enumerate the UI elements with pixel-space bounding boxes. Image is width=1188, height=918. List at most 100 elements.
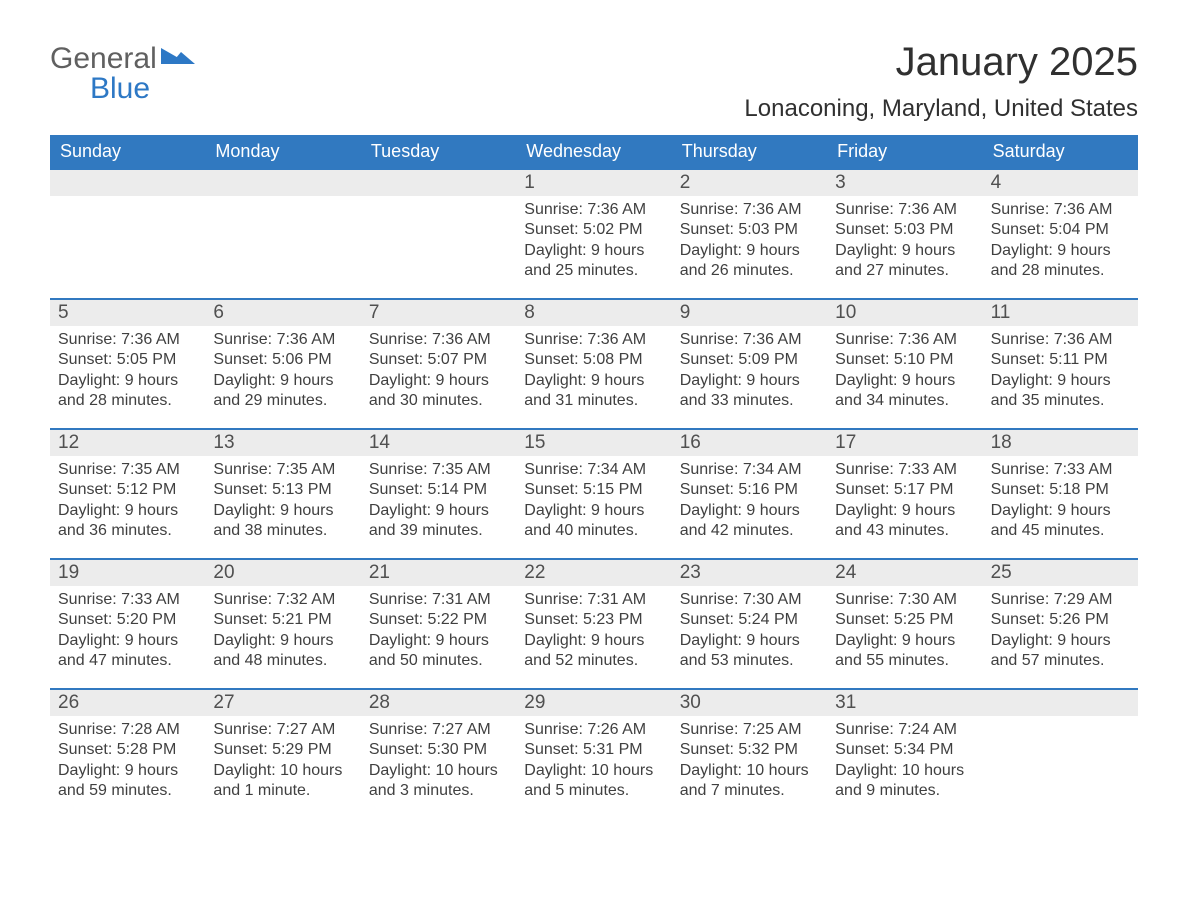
day-number: 9 — [672, 300, 827, 326]
day-cell: 10Sunrise: 7:36 AMSunset: 5:10 PMDayligh… — [827, 300, 982, 428]
day-number — [361, 170, 516, 196]
dow-cell: Saturday — [983, 135, 1138, 168]
daylight-line2: and 35 minutes. — [991, 391, 1130, 411]
sunset-text: Sunset: 5:25 PM — [835, 610, 974, 630]
sunset-text: Sunset: 5:34 PM — [835, 740, 974, 760]
sunset-text: Sunset: 5:02 PM — [524, 220, 663, 240]
day-cell: 13Sunrise: 7:35 AMSunset: 5:13 PMDayligh… — [205, 430, 360, 558]
day-body: Sunrise: 7:36 AMSunset: 5:04 PMDaylight:… — [983, 196, 1138, 290]
daylight-line2: and 39 minutes. — [369, 521, 508, 541]
day-cell: 24Sunrise: 7:30 AMSunset: 5:25 PMDayligh… — [827, 560, 982, 688]
day-number: 1 — [516, 170, 671, 196]
day-number: 19 — [50, 560, 205, 586]
title-block: January 2025 Lonaconing, Maryland, Unite… — [744, 40, 1138, 123]
day-cell: 1Sunrise: 7:36 AMSunset: 5:02 PMDaylight… — [516, 170, 671, 298]
sunset-text: Sunset: 5:16 PM — [680, 480, 819, 500]
day-number: 16 — [672, 430, 827, 456]
daylight-line2: and 5 minutes. — [524, 781, 663, 801]
day-body: Sunrise: 7:27 AMSunset: 5:29 PMDaylight:… — [205, 716, 360, 810]
sunset-text: Sunset: 5:29 PM — [213, 740, 352, 760]
day-cell: 21Sunrise: 7:31 AMSunset: 5:22 PMDayligh… — [361, 560, 516, 688]
dow-cell: Thursday — [672, 135, 827, 168]
sunset-text: Sunset: 5:03 PM — [680, 220, 819, 240]
day-number — [50, 170, 205, 196]
day-cell: 19Sunrise: 7:33 AMSunset: 5:20 PMDayligh… — [50, 560, 205, 688]
day-cell: 4Sunrise: 7:36 AMSunset: 5:04 PMDaylight… — [983, 170, 1138, 298]
day-body: Sunrise: 7:36 AMSunset: 5:02 PMDaylight:… — [516, 196, 671, 290]
sunrise-text: Sunrise: 7:36 AM — [369, 330, 508, 350]
sunset-text: Sunset: 5:11 PM — [991, 350, 1130, 370]
daylight-line2: and 45 minutes. — [991, 521, 1130, 541]
daylight-line2: and 52 minutes. — [524, 651, 663, 671]
daylight-line2: and 26 minutes. — [680, 261, 819, 281]
day-number: 30 — [672, 690, 827, 716]
week-row: 26Sunrise: 7:28 AMSunset: 5:28 PMDayligh… — [50, 688, 1138, 818]
daylight-line2: and 36 minutes. — [58, 521, 197, 541]
daylight-line1: Daylight: 9 hours — [680, 501, 819, 521]
header: General Blue January 2025 Lonaconing, Ma… — [50, 40, 1138, 123]
day-body: Sunrise: 7:28 AMSunset: 5:28 PMDaylight:… — [50, 716, 205, 810]
daylight-line1: Daylight: 9 hours — [835, 241, 974, 261]
day-cell: 27Sunrise: 7:27 AMSunset: 5:29 PMDayligh… — [205, 690, 360, 818]
daylight-line1: Daylight: 9 hours — [835, 631, 974, 651]
sunset-text: Sunset: 5:15 PM — [524, 480, 663, 500]
day-body: Sunrise: 7:36 AMSunset: 5:05 PMDaylight:… — [50, 326, 205, 420]
sunset-text: Sunset: 5:06 PM — [213, 350, 352, 370]
sunrise-text: Sunrise: 7:31 AM — [369, 590, 508, 610]
daylight-line1: Daylight: 9 hours — [58, 501, 197, 521]
location-label: Lonaconing, Maryland, United States — [744, 95, 1138, 123]
daylight-line2: and 38 minutes. — [213, 521, 352, 541]
sunset-text: Sunset: 5:26 PM — [991, 610, 1130, 630]
sunset-text: Sunset: 5:20 PM — [58, 610, 197, 630]
day-cell: 6Sunrise: 7:36 AMSunset: 5:06 PMDaylight… — [205, 300, 360, 428]
day-body: Sunrise: 7:26 AMSunset: 5:31 PMDaylight:… — [516, 716, 671, 810]
day-body: Sunrise: 7:32 AMSunset: 5:21 PMDaylight:… — [205, 586, 360, 680]
daylight-line1: Daylight: 10 hours — [680, 761, 819, 781]
dow-cell: Monday — [205, 135, 360, 168]
day-body: Sunrise: 7:35 AMSunset: 5:13 PMDaylight:… — [205, 456, 360, 550]
sunrise-text: Sunrise: 7:36 AM — [680, 330, 819, 350]
day-body: Sunrise: 7:33 AMSunset: 5:17 PMDaylight:… — [827, 456, 982, 550]
day-number: 20 — [205, 560, 360, 586]
daylight-line2: and 55 minutes. — [835, 651, 974, 671]
sunset-text: Sunset: 5:09 PM — [680, 350, 819, 370]
day-number: 17 — [827, 430, 982, 456]
day-number: 22 — [516, 560, 671, 586]
day-body: Sunrise: 7:35 AMSunset: 5:14 PMDaylight:… — [361, 456, 516, 550]
day-cell: 5Sunrise: 7:36 AMSunset: 5:05 PMDaylight… — [50, 300, 205, 428]
sunrise-text: Sunrise: 7:33 AM — [991, 460, 1130, 480]
dow-cell: Wednesday — [516, 135, 671, 168]
day-number: 5 — [50, 300, 205, 326]
sunrise-text: Sunrise: 7:33 AM — [835, 460, 974, 480]
sunset-text: Sunset: 5:30 PM — [369, 740, 508, 760]
day-cell — [50, 170, 205, 298]
daylight-line2: and 29 minutes. — [213, 391, 352, 411]
day-body: Sunrise: 7:29 AMSunset: 5:26 PMDaylight:… — [983, 586, 1138, 680]
week-row: 5Sunrise: 7:36 AMSunset: 5:05 PMDaylight… — [50, 298, 1138, 428]
day-cell: 16Sunrise: 7:34 AMSunset: 5:16 PMDayligh… — [672, 430, 827, 558]
daylight-line1: Daylight: 9 hours — [524, 241, 663, 261]
day-number: 23 — [672, 560, 827, 586]
sunset-text: Sunset: 5:17 PM — [835, 480, 974, 500]
daylight-line1: Daylight: 9 hours — [680, 241, 819, 261]
day-body: Sunrise: 7:34 AMSunset: 5:15 PMDaylight:… — [516, 456, 671, 550]
day-number: 4 — [983, 170, 1138, 196]
day-cell: 17Sunrise: 7:33 AMSunset: 5:17 PMDayligh… — [827, 430, 982, 558]
daylight-line2: and 28 minutes. — [991, 261, 1130, 281]
flag-icon — [161, 44, 195, 74]
day-body: Sunrise: 7:36 AMSunset: 5:11 PMDaylight:… — [983, 326, 1138, 420]
daylight-line2: and 25 minutes. — [524, 261, 663, 281]
sunrise-text: Sunrise: 7:36 AM — [524, 330, 663, 350]
sunset-text: Sunset: 5:08 PM — [524, 350, 663, 370]
daylight-line1: Daylight: 9 hours — [58, 371, 197, 391]
sunrise-text: Sunrise: 7:29 AM — [991, 590, 1130, 610]
sunset-text: Sunset: 5:14 PM — [369, 480, 508, 500]
daylight-line2: and 50 minutes. — [369, 651, 508, 671]
day-cell: 26Sunrise: 7:28 AMSunset: 5:28 PMDayligh… — [50, 690, 205, 818]
sunrise-text: Sunrise: 7:32 AM — [213, 590, 352, 610]
sunrise-text: Sunrise: 7:36 AM — [835, 330, 974, 350]
daylight-line1: Daylight: 9 hours — [835, 501, 974, 521]
week-row: 19Sunrise: 7:33 AMSunset: 5:20 PMDayligh… — [50, 558, 1138, 688]
sunrise-text: Sunrise: 7:35 AM — [213, 460, 352, 480]
daylight-line1: Daylight: 9 hours — [991, 501, 1130, 521]
